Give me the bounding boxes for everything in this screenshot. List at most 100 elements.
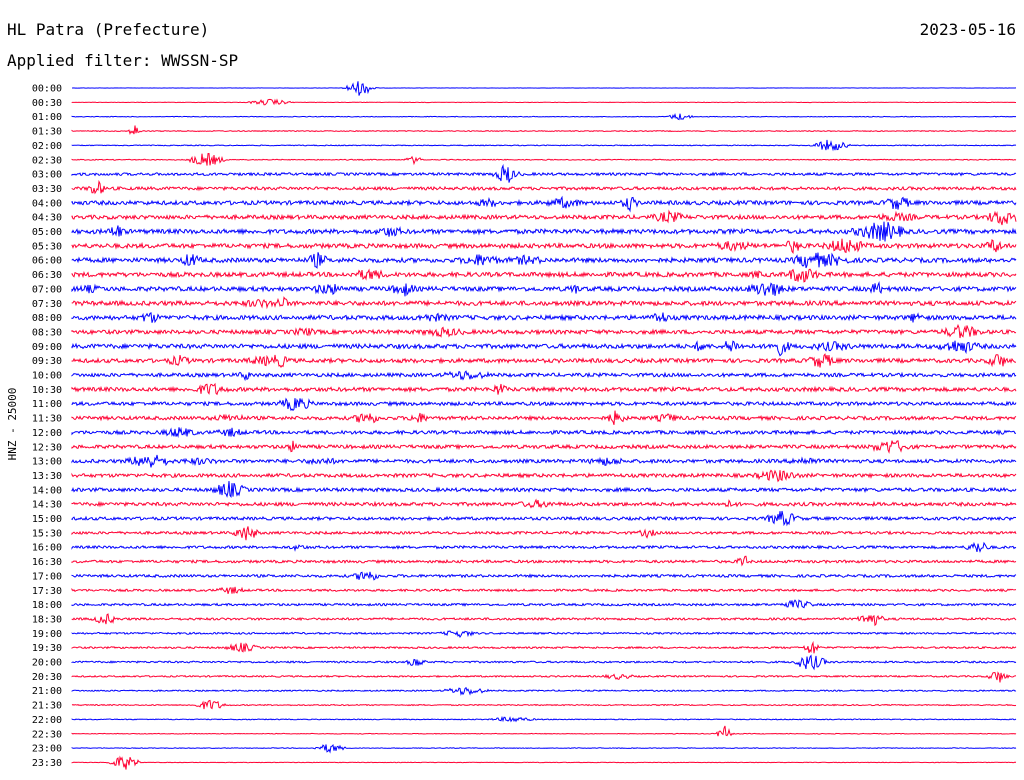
row-label: 17:30 xyxy=(32,586,62,597)
trace-row xyxy=(71,671,1017,683)
trace-row xyxy=(71,221,1017,242)
row-label: 16:30 xyxy=(32,557,62,568)
trace-row xyxy=(71,640,1017,654)
trace-row xyxy=(71,427,1017,439)
row-label: 06:30 xyxy=(32,270,62,281)
date-label: 2023-05-16 xyxy=(919,20,1016,39)
trace-row xyxy=(71,686,1017,696)
trace-row xyxy=(71,98,1016,106)
row-label: 05:00 xyxy=(32,227,62,238)
trace-row xyxy=(71,125,1017,135)
trace-row xyxy=(71,179,1017,195)
row-label: 13:30 xyxy=(32,471,62,482)
traces xyxy=(71,81,1017,770)
row-label: 03:30 xyxy=(32,184,62,195)
row-label: 16:00 xyxy=(32,543,62,554)
trace-row xyxy=(71,481,1017,499)
row-label: 07:00 xyxy=(32,284,62,295)
trace-row xyxy=(71,699,1017,710)
trace-row xyxy=(71,725,1017,737)
trace-row xyxy=(71,280,1017,297)
trace-row xyxy=(71,555,1017,567)
trace-row xyxy=(71,252,1017,269)
row-label: 02:00 xyxy=(32,141,62,152)
station-title: HL Patra (Prefecture) xyxy=(7,20,210,39)
row-label: 10:00 xyxy=(32,371,62,382)
row-label: 21:30 xyxy=(32,701,62,712)
row-label: 11:30 xyxy=(32,414,62,425)
row-label: 23:30 xyxy=(32,758,62,769)
trace-row xyxy=(71,113,1017,121)
trace-row xyxy=(71,370,1017,382)
row-label: 13:00 xyxy=(32,457,62,468)
row-label: 22:00 xyxy=(32,715,62,726)
trace-row xyxy=(71,296,1017,310)
row-label: 23:00 xyxy=(32,744,62,755)
trace-row xyxy=(71,613,1017,627)
row-label: 17:00 xyxy=(32,571,62,582)
trace-row xyxy=(71,469,1017,483)
trace-row xyxy=(71,586,1017,594)
trace-row xyxy=(71,755,1017,770)
trace-row xyxy=(71,630,1017,639)
row-label: 00:00 xyxy=(32,84,62,95)
row-label: 12:00 xyxy=(32,428,62,439)
trace-row xyxy=(71,526,1017,541)
trace-row xyxy=(71,209,1017,226)
row-label: 18:30 xyxy=(32,614,62,625)
row-label: 22:30 xyxy=(32,729,62,740)
trace-row xyxy=(71,715,1017,723)
row-label: 21:00 xyxy=(32,686,62,697)
trace-row xyxy=(71,397,1017,412)
row-label: 02:30 xyxy=(32,155,62,166)
trace-row xyxy=(71,268,1017,283)
trace-row xyxy=(71,571,1017,581)
trace-row xyxy=(71,312,1017,324)
row-label: 09:00 xyxy=(32,342,62,353)
row-label: 12:30 xyxy=(32,442,62,453)
trace-row xyxy=(71,744,1017,754)
trace-row xyxy=(71,541,1017,553)
trace-row xyxy=(71,340,1017,357)
row-label: 14:00 xyxy=(32,485,62,496)
row-label: 10:30 xyxy=(32,385,62,396)
row-label: 01:00 xyxy=(32,112,62,123)
trace-row xyxy=(71,195,1017,213)
row-label: 11:00 xyxy=(32,399,62,410)
row-labels: 00:00 00:30 01:00 01:30 02:00 02:30 03:00 03:30… xyxy=(32,84,62,769)
row-label: 20:30 xyxy=(32,672,62,683)
filter-label: Applied filter: WWSSN-SP xyxy=(7,51,239,70)
trace-row xyxy=(71,454,1017,468)
trace-row xyxy=(71,599,1017,609)
row-label: 20:00 xyxy=(32,658,62,669)
row-label: 05:30 xyxy=(32,241,62,252)
trace-row xyxy=(71,238,1017,255)
y-axis-label: HNZ - 25000 xyxy=(6,388,19,461)
row-label: 07:30 xyxy=(32,299,62,310)
trace-row xyxy=(71,152,1017,166)
row-label: 09:30 xyxy=(32,356,62,367)
row-label: 18:00 xyxy=(32,600,62,611)
trace-row xyxy=(71,163,1017,183)
row-label: 08:00 xyxy=(32,313,62,324)
row-label: 06:00 xyxy=(32,256,62,267)
row-label: 14:30 xyxy=(32,500,62,511)
row-label: 04:30 xyxy=(32,213,62,224)
row-label: 15:00 xyxy=(32,514,62,525)
trace-row xyxy=(71,510,1017,527)
row-label: 00:30 xyxy=(32,98,62,109)
row-label: 03:00 xyxy=(32,170,62,181)
trace-row xyxy=(71,139,1017,152)
row-label: 08:30 xyxy=(32,327,62,338)
row-label: 19:00 xyxy=(32,629,62,640)
trace-row xyxy=(71,498,1017,509)
trace-row xyxy=(71,382,1017,396)
trace-row xyxy=(71,323,1017,339)
row-label: 15:30 xyxy=(32,528,62,539)
row-label: 19:30 xyxy=(32,643,62,654)
trace-row xyxy=(71,410,1017,426)
row-label: 04:00 xyxy=(32,198,62,209)
trace-row xyxy=(71,440,1017,454)
trace-row xyxy=(71,654,1017,671)
